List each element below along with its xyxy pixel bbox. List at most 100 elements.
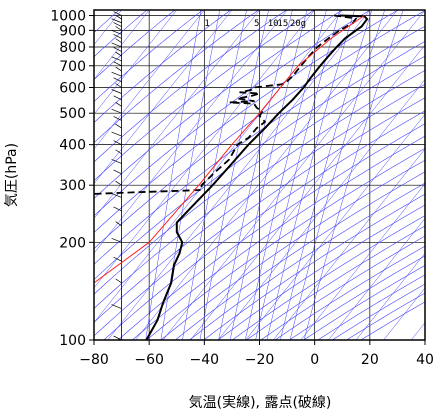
- wind-barb: [111, 42, 122, 48]
- saturation-adiabat-line: [107, 10, 371, 340]
- dry-adiabat-line: [175, 171, 425, 340]
- wind-barb: [115, 123, 122, 129]
- y-tick-label: 500: [59, 106, 86, 122]
- adiabat-lines: [94, 10, 425, 340]
- y-tick-label: 900: [59, 23, 86, 39]
- wind-barb: [113, 95, 122, 101]
- dry-adiabat-line: [94, 41, 425, 280]
- wind-barb: [115, 221, 122, 227]
- wind-barb: [115, 180, 122, 186]
- mixing-ratio-line: [145, 10, 202, 340]
- mixing-ratio-line: [280, 10, 373, 340]
- y-tick-label: 1000: [50, 9, 86, 25]
- wind-barb: [113, 256, 122, 262]
- saturation-adiabat-line: [300, 183, 425, 340]
- dry-adiabat-line: [94, 10, 425, 250]
- wind-barb: [115, 26, 122, 31]
- mixing-ratio-line: [266, 10, 355, 340]
- dry-adiabat-line: [94, 10, 399, 233]
- wind-barb: [113, 34, 122, 39]
- dry-adiabat-line: [94, 10, 176, 80]
- saturation-adiabat-line: [273, 148, 425, 340]
- saturation-adiabat-line: [162, 10, 425, 340]
- dry-adiabat-line: [94, 97, 425, 337]
- dry-adiabat-line: [94, 10, 287, 163]
- wind-barb: [113, 61, 122, 67]
- wind-barb: [115, 83, 122, 88]
- wind-barb: [111, 237, 122, 243]
- dry-adiabat-line: [94, 10, 231, 123]
- y-tick-label: 300: [59, 178, 86, 194]
- x-tick-label: −60: [134, 352, 164, 368]
- x-axis-ticks: −80 −60 −40 −20 0 20 40: [79, 340, 434, 368]
- y-tick-label: 800: [59, 40, 86, 56]
- saturation-adiabat-line: [94, 10, 150, 80]
- wind-barb: [113, 47, 122, 52]
- dry-adiabat-line: [246, 225, 425, 340]
- wind-barb: [115, 14, 122, 20]
- mixing-ratio-label: 1: [204, 19, 209, 29]
- x-tick-label: 40: [416, 352, 434, 368]
- dry-adiabat-line: [94, 10, 203, 102]
- wind-barb: [111, 71, 122, 77]
- wind-barb: [111, 131, 122, 137]
- wind-barb: [115, 66, 122, 72]
- mixing-ratio-label: 5: [254, 19, 259, 29]
- x-tick-label: −20: [245, 352, 275, 368]
- wind-barb: [111, 56, 122, 62]
- wind-barb: [115, 102, 122, 107]
- y-tick-label: 700: [59, 59, 86, 75]
- mixing-ratio-line: [199, 10, 269, 340]
- dry-adiabat-line: [94, 83, 425, 323]
- mixing-ratio-label: 15: [277, 19, 288, 29]
- saturation-adiabat-line: [94, 10, 233, 185]
- wind-barb: [115, 51, 122, 57]
- saturation-adiabat-line: [190, 44, 425, 340]
- mixing-ratio-label: 10: [268, 19, 279, 29]
- dry-adiabat-line: [94, 10, 315, 182]
- saturation-adiabat-line: [355, 252, 425, 340]
- wind-barb: [113, 140, 122, 145]
- saturation-adiabat-line: [94, 10, 205, 150]
- saturation-adiabat-line: [94, 10, 315, 289]
- wind-barbs: [111, 11, 122, 340]
- temperature-line: [145, 14, 369, 340]
- mixing-ratio-line: [218, 10, 293, 340]
- mixing-ratio-line: [160, 10, 221, 340]
- saturation-adiabat-line: [328, 218, 425, 340]
- saturation-adiabat-line: [94, 10, 288, 254]
- dry-adiabat-line: [217, 204, 425, 340]
- dry-adiabat-line: [132, 135, 425, 340]
- mixing-ratio-line: [245, 10, 327, 340]
- wind-barb: [113, 116, 122, 121]
- wind-barb: [113, 206, 122, 212]
- wind-barb: [115, 38, 122, 43]
- saturation-adiabat-line: [383, 287, 425, 340]
- saturation-adiabat-line: [217, 79, 425, 340]
- mixing-ratio-label: 20g: [290, 19, 306, 29]
- saturation-adiabat-line: [135, 10, 398, 340]
- mixing-ratio-line: [303, 10, 404, 340]
- x-tick-label: 0: [310, 352, 319, 368]
- dry-adiabat-line: [203, 193, 425, 340]
- saturation-adiabat-line: [94, 10, 177, 115]
- wind-barb: [113, 22, 122, 27]
- mixing-ratio-line: [229, 10, 308, 340]
- mixing-ratio-line: [255, 10, 341, 340]
- x-axis-title: 気温(実線), 露点(破線): [189, 395, 332, 411]
- y-axis-title: 気圧(hPa): [4, 143, 20, 207]
- dry-adiabat-line: [274, 245, 425, 340]
- dry-adiabat-line: [94, 10, 148, 58]
- wind-barb: [115, 278, 122, 284]
- dry-adiabat-line: [94, 55, 425, 295]
- wind-barb: [111, 108, 122, 114]
- parcel-line: [94, 15, 365, 284]
- wind-barb: [111, 193, 122, 198]
- mixing-ratio-line: [182, 10, 247, 340]
- y-tick-label: 200: [59, 235, 86, 251]
- saturation-adiabat-line: [245, 113, 425, 340]
- wind-barb: [111, 304, 122, 309]
- dry-adiabat-line: [117, 123, 425, 340]
- y-tick-label: 400: [59, 138, 86, 154]
